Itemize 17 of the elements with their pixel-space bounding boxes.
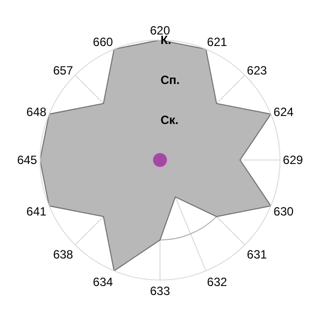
y-tick-label: Сп. xyxy=(160,72,180,87)
spoke-label: 632 xyxy=(207,275,228,290)
spoke-label: 638 xyxy=(53,247,74,262)
spoke-label: 623 xyxy=(246,63,268,78)
spoke-label: 634 xyxy=(92,275,114,290)
spoke-label: 621 xyxy=(207,34,228,49)
spoke-label: 633 xyxy=(150,284,170,298)
spoke-label: 660 xyxy=(92,34,114,49)
spoke-label: 624 xyxy=(274,104,294,119)
spoke-label: 641 xyxy=(26,204,47,219)
spoke-label: 629 xyxy=(282,153,304,168)
spoke-label: 645 xyxy=(17,153,38,168)
spoke-label: 631 xyxy=(246,247,268,262)
spoke-label: 630 xyxy=(274,204,294,219)
spoke-label: 648 xyxy=(26,104,47,119)
y-tick-label: Ск. xyxy=(160,112,179,127)
spoke-label: 657 xyxy=(53,63,74,78)
